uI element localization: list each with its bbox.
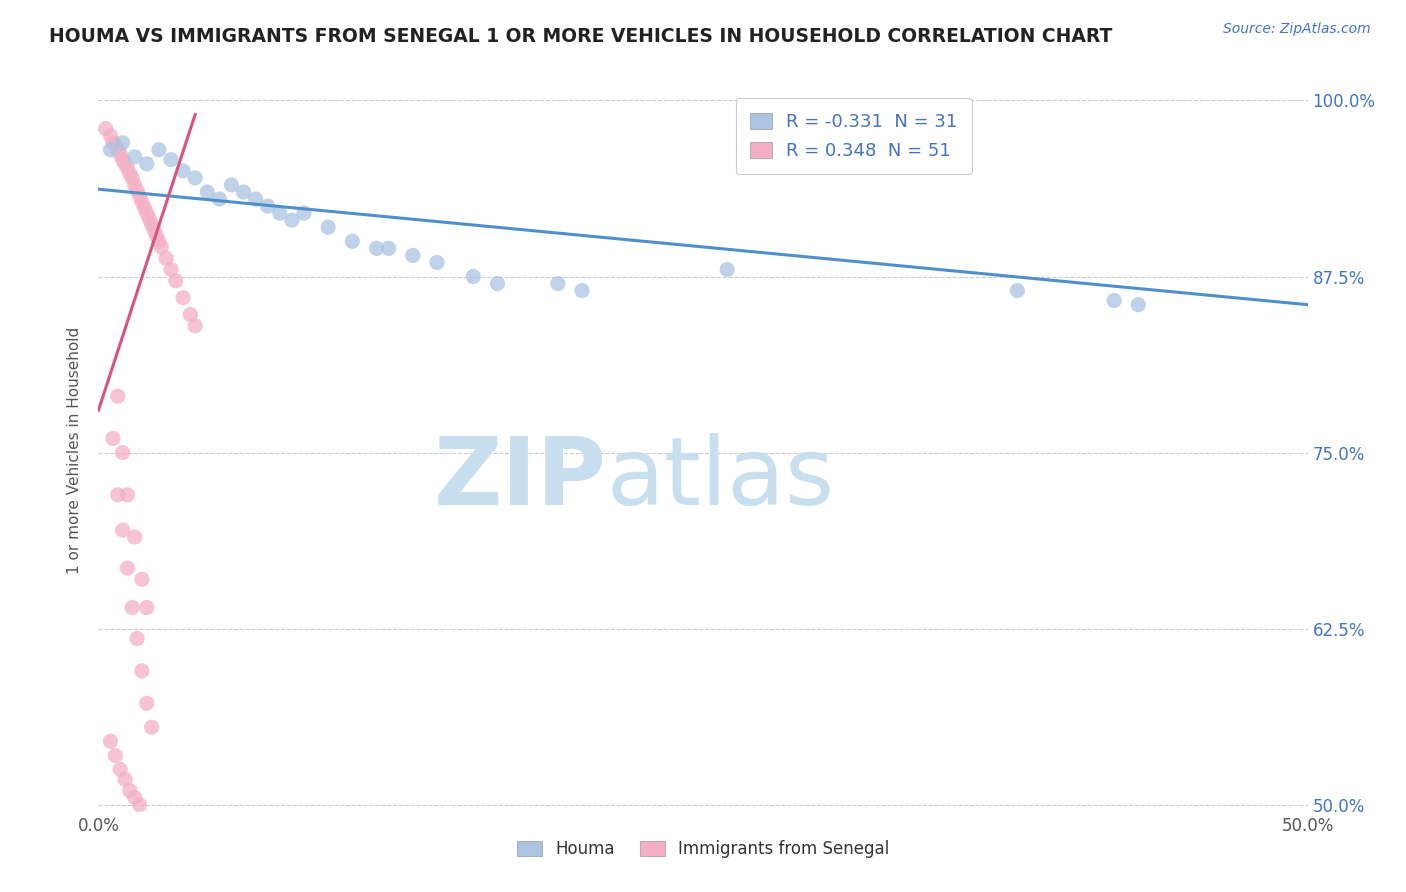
Point [100,128,122,143]
Point [160,262,183,277]
Point [155,251,177,265]
Point [135,696,157,710]
Point [172,291,194,305]
Point [111,445,134,459]
Point [111,136,134,150]
Y-axis label: 1 or more Vehicles in Household: 1 or more Vehicles in Household [67,326,83,574]
Point [165,274,187,288]
Point [143,223,166,237]
Point [245,192,267,206]
Point [148,143,170,157]
Point [131,664,153,678]
Point [104,138,127,153]
Point [1102,293,1125,308]
Point [145,228,167,243]
Point [1128,298,1150,312]
Point [195,185,218,199]
Point [131,194,153,209]
Point [150,240,173,254]
Point [100,734,122,748]
Point [101,136,124,150]
Point [256,199,278,213]
Point [172,164,194,178]
Point [101,432,124,446]
Point [135,600,157,615]
Point [121,170,143,185]
Point [426,255,449,269]
Point [208,192,231,206]
Point [281,213,304,227]
Point [118,167,141,181]
Point [100,143,122,157]
Point [184,318,207,333]
Point [107,488,129,502]
Point [366,241,388,255]
Point [402,248,425,262]
Point [124,530,146,544]
Point [114,772,136,787]
Point [184,170,207,185]
Point [127,632,149,646]
Point [269,206,291,220]
Point [107,143,129,157]
Point [124,178,146,192]
Point [108,147,131,161]
Point [342,235,364,249]
Legend: Houma, Immigrants from Senegal: Houma, Immigrants from Senegal [510,833,896,865]
Point [138,211,160,226]
Point [134,201,156,215]
Point [148,235,170,249]
Point [128,189,150,203]
Point [104,748,127,763]
Point [135,157,157,171]
Point [160,153,183,167]
Point [127,184,149,198]
Point [107,389,129,403]
Text: atlas: atlas [606,434,835,525]
Point [117,561,139,575]
Point [94,121,117,136]
Point [716,262,738,277]
Point [121,600,143,615]
Point [118,783,141,797]
Point [131,572,153,586]
Point [111,153,134,167]
Text: Source: ZipAtlas.com: Source: ZipAtlas.com [1223,22,1371,37]
Point [117,488,139,502]
Point [135,206,157,220]
Point [571,284,593,298]
Point [377,241,399,255]
Point [179,308,201,322]
Point [316,220,339,235]
Point [128,797,150,812]
Point [292,206,315,220]
Point [486,277,509,291]
Point [111,523,134,537]
Point [124,790,146,805]
Text: ZIP: ZIP [433,434,606,525]
Point [114,157,136,171]
Point [117,161,139,175]
Text: HOUMA VS IMMIGRANTS FROM SENEGAL 1 OR MORE VEHICLES IN HOUSEHOLD CORRELATION CHA: HOUMA VS IMMIGRANTS FROM SENEGAL 1 OR MO… [49,27,1112,45]
Point [1007,284,1029,298]
Point [463,269,485,284]
Point [108,763,131,777]
Point [141,218,163,232]
Point [124,150,146,164]
Point [221,178,243,192]
Point [547,277,569,291]
Point [232,185,254,199]
Point [141,720,163,734]
